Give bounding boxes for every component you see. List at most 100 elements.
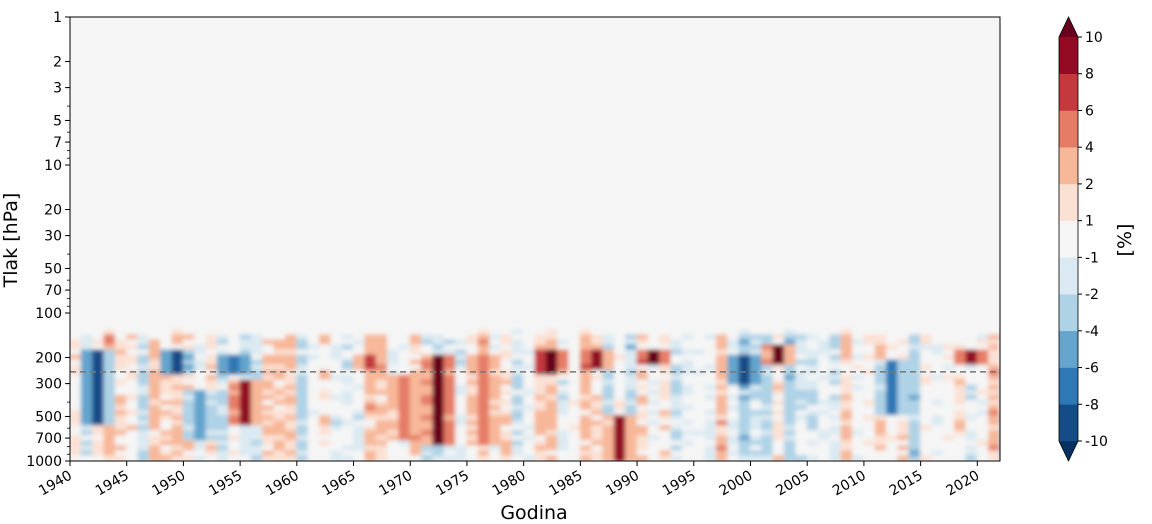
field-cell <box>216 394 230 401</box>
field-cell <box>421 374 434 381</box>
field-cell <box>341 405 355 412</box>
field-cell <box>114 440 128 447</box>
field-cell <box>205 369 218 376</box>
field-cell <box>772 410 786 417</box>
field-cell <box>795 329 808 336</box>
field-cell <box>500 354 513 361</box>
field-cell <box>137 369 150 376</box>
field-cell <box>965 445 978 452</box>
field-cell <box>806 410 820 417</box>
field-cell <box>659 415 672 422</box>
field-cell <box>228 374 241 381</box>
field-cell <box>545 405 559 412</box>
field-cell <box>160 455 173 461</box>
field-cell <box>341 399 355 407</box>
field-cell <box>523 399 536 407</box>
field-cell <box>806 445 820 452</box>
field-cell <box>738 435 751 442</box>
field-cell <box>749 450 763 457</box>
field-cell <box>613 384 627 391</box>
field-cell <box>364 364 377 371</box>
field-cell <box>511 394 525 401</box>
field-cell <box>319 354 332 361</box>
field-cell <box>160 420 173 427</box>
field-cell <box>273 445 286 452</box>
field-cell <box>160 329 173 336</box>
field-cell <box>545 450 559 457</box>
field-cell <box>296 450 309 457</box>
field-cell <box>92 374 105 381</box>
y-tick-label: 300 <box>35 377 62 393</box>
field-cell <box>727 389 740 396</box>
field-cell <box>296 364 309 371</box>
field-cell <box>398 450 411 457</box>
field-cell <box>613 334 627 341</box>
field-cell <box>432 405 445 412</box>
field-cell <box>591 389 604 396</box>
field-cell <box>874 364 888 371</box>
field-cell <box>409 455 423 461</box>
field-cell <box>443 364 457 371</box>
field-cell <box>693 440 706 447</box>
field-cell <box>988 369 1000 376</box>
field-cell <box>840 410 854 417</box>
field-cell <box>715 430 729 437</box>
field-cell <box>126 445 139 452</box>
field-cell <box>806 369 820 376</box>
field-cell <box>727 374 740 381</box>
field-cell <box>897 374 910 381</box>
field-cell <box>647 399 661 407</box>
field-cell <box>137 379 150 386</box>
field-cell <box>591 329 604 336</box>
field-cell <box>693 329 706 336</box>
field-cell <box>738 339 751 346</box>
field-cell <box>398 440 411 447</box>
field-cell <box>137 329 150 336</box>
field-cell <box>738 394 751 401</box>
field-cell <box>171 415 184 422</box>
field-cell <box>852 420 865 427</box>
field-cell <box>92 349 105 356</box>
field-cell <box>262 369 275 376</box>
field-cell <box>353 410 366 417</box>
field-cell <box>647 435 661 442</box>
field-cell <box>398 455 411 461</box>
field-cell <box>636 374 649 381</box>
field-cell <box>409 430 423 437</box>
field-cell <box>80 384 94 391</box>
field-cell <box>284 369 298 376</box>
field-cell <box>897 430 910 437</box>
field-cell <box>545 430 559 437</box>
field-cell <box>591 405 604 412</box>
field-cell <box>126 435 139 442</box>
field-cell <box>795 450 808 457</box>
field-cell <box>954 415 967 422</box>
field-cell <box>477 445 491 452</box>
field-cell <box>999 364 1000 371</box>
field-cell <box>126 394 139 401</box>
colorbar-tick-label: -1 <box>1085 250 1099 266</box>
field-cell <box>749 384 763 391</box>
field-cell <box>579 389 593 396</box>
field-cell <box>330 339 343 346</box>
field-cell <box>704 455 717 461</box>
field-cell <box>216 415 230 422</box>
field-cell <box>307 425 321 432</box>
field-cell <box>874 415 888 422</box>
field-cell <box>738 389 751 396</box>
field-cell <box>784 399 797 407</box>
field-cell <box>477 389 491 396</box>
field-cell <box>534 329 547 336</box>
field-cell <box>364 430 377 437</box>
field-cell <box>466 430 479 437</box>
field-cell <box>409 410 423 417</box>
field-cell <box>976 379 990 386</box>
field-cell <box>727 339 740 346</box>
field-cell <box>432 369 445 376</box>
field-cell <box>693 410 706 417</box>
field-cell <box>942 379 956 386</box>
field-cell <box>545 389 559 396</box>
field-cell <box>137 339 150 346</box>
field-cell <box>387 399 400 407</box>
field-cell <box>886 445 899 452</box>
